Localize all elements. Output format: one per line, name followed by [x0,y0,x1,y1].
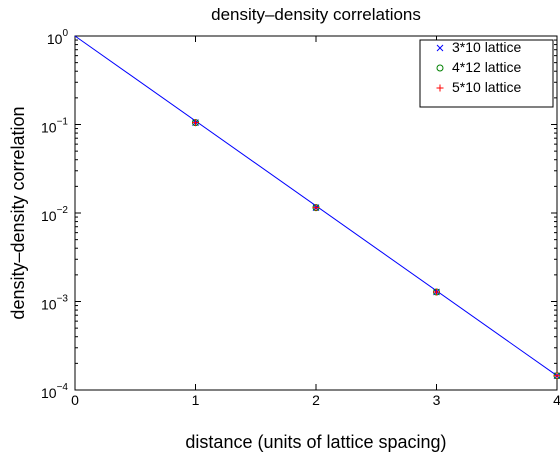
data-point [312,204,320,212]
data-point [553,372,560,380]
y-tick-label: 10−4 [41,382,68,401]
y-major-ticks [75,35,557,391]
y-tick-label: 100 [47,28,69,47]
y-tick-label: 10−2 [41,205,68,224]
x-tick-label: 3 [433,392,441,408]
x-tick-label: 2 [312,392,320,408]
legend-marker [436,44,444,52]
legend-label: 5*10 lattice [452,79,521,95]
series-3 [192,119,560,380]
legend-item: 4*12 lattice [436,59,521,75]
chart-title: density–density correlations [211,5,421,24]
legend-label: 3*10 lattice [452,39,521,55]
x-tick-labels: 0 1 2 3 4 [71,392,560,408]
y-tick-label: 10−1 [41,117,68,136]
data-point [192,119,199,127]
y-tick-labels: 100 10−1 10−2 10−3 10−4 [41,28,68,401]
x-tick-label: 4 [553,392,560,408]
legend-box [419,39,554,108]
legend-item: 3*10 lattice [436,39,521,55]
legend: 3*10 lattice 4*12 lattice 5*10 lattice [419,39,554,108]
marker-stroke [436,44,444,52]
legend-marker [436,64,444,72]
legend-item: 5*10 lattice [436,79,521,95]
x-tick-label: 1 [192,392,200,408]
data-points-layer [192,119,560,380]
y-tick-label: 10−3 [41,294,68,313]
x-axis-label: distance (units of lattice spacing) [185,432,446,452]
legend-label: 4*12 lattice [452,59,521,75]
data-point [433,288,440,296]
x-ticks [74,36,558,390]
x-tick-label: 0 [71,392,79,408]
y-axis-label: density–density correlation [8,106,28,319]
y-minor-ticks [75,39,557,364]
legend-marker [436,84,444,92]
